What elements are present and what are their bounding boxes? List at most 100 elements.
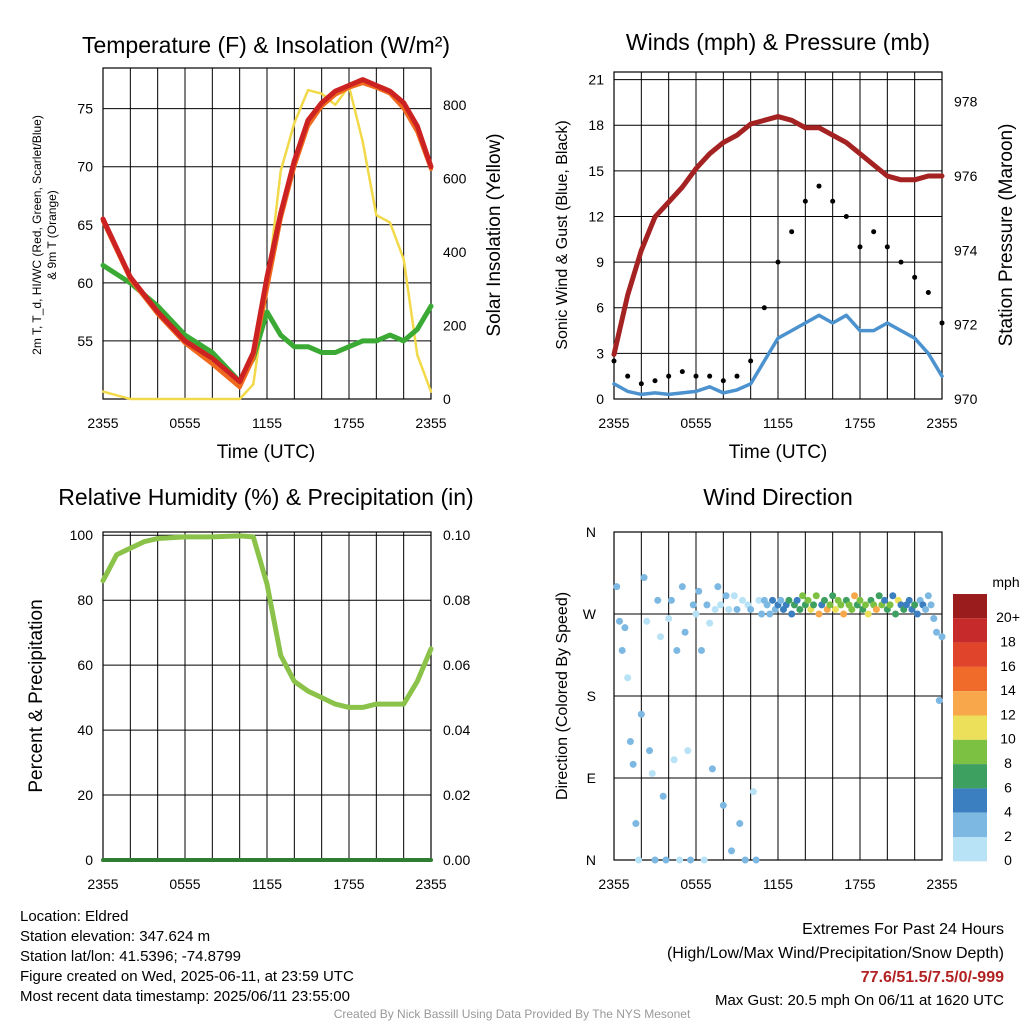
legend-swatch	[953, 715, 987, 740]
wind-ylabel-right: Station Pressure (Maroon)	[996, 124, 1017, 347]
wind-right-ytick-label: 974	[954, 242, 978, 258]
gust-point	[611, 358, 617, 364]
dir-frame	[613, 531, 943, 861]
dir-ytick-label: S	[587, 688, 596, 704]
temp-ytick-label: 60	[77, 275, 93, 291]
legend-label: 16	[1000, 658, 1016, 674]
extremes-gust: Max Gust: 20.5 mph On 06/11 at 1620 UTC	[714, 992, 1004, 1009]
legend-swatch	[953, 691, 987, 716]
rh-panel-title: Relative Humidity (%) & Precipitation (i…	[58, 484, 473, 510]
temp-ylabel-left-2: & 9m T (Orange)	[45, 190, 59, 280]
dir-ytick-label: W	[583, 606, 597, 622]
extremes-subtitle: (High/Low/Max Wind/Precipitation/Snow De…	[666, 945, 1004, 962]
direction-point	[667, 596, 675, 604]
wind-panel-title: Winds (mph) & Pressure (mb)	[626, 29, 930, 55]
rh-ylabel-left: Percent & Precipitation	[26, 599, 47, 792]
direction-point	[905, 596, 913, 604]
temp-right-ytick-label: 400	[443, 244, 467, 260]
rh-ytick-label: 100	[70, 527, 94, 543]
direction-point	[733, 605, 741, 613]
direction-point	[755, 596, 763, 604]
rh-xtick-label: 2355	[415, 876, 446, 892]
direction-point	[665, 615, 673, 623]
gust-point	[884, 244, 890, 250]
wind-xtick-label: 2355	[598, 415, 629, 431]
direction-point	[788, 610, 796, 618]
direction-point	[700, 856, 708, 864]
direction-point	[697, 646, 705, 654]
gust-point	[939, 320, 945, 326]
temp-frame	[102, 67, 432, 400]
rh-xtick-label: 2355	[87, 876, 118, 892]
direction-point	[681, 628, 689, 636]
temp-plot: 55 60 65 70 75 2355 0555 1155 1755 2355 0 200 400 600…	[77, 67, 467, 431]
direction-point	[799, 592, 807, 600]
legend-label: 0	[1004, 852, 1012, 868]
direction-point	[793, 596, 801, 604]
direction-point	[769, 596, 777, 604]
direction-point	[856, 596, 864, 604]
wind-ytick-label: 18	[588, 117, 604, 133]
pressure-line	[611, 114, 945, 357]
direction-point	[848, 605, 856, 613]
dir-legend-title: mph	[992, 574, 1019, 590]
direction-point	[646, 747, 654, 755]
direction-point	[829, 592, 837, 600]
temp-series-line	[100, 262, 434, 385]
temp-ylabel-left-1: 2m T, T_d, HI/WC (Red, Green, Scarlet/Bl…	[30, 115, 44, 355]
direction-point	[796, 605, 804, 613]
direction-point	[615, 617, 623, 625]
rh-ytick-label: 20	[77, 787, 93, 803]
direction-point	[659, 792, 667, 800]
dir-ytick-label: N	[586, 852, 596, 868]
temp-ytick-label: 75	[77, 101, 93, 117]
direction-point	[624, 674, 632, 682]
dir-xtick-label: 2355	[598, 876, 629, 892]
wind-ytick-label: 6	[596, 300, 604, 316]
wind-ytick-label: 21	[588, 72, 604, 88]
legend-label: 14	[1000, 682, 1016, 698]
direction-point	[812, 592, 820, 600]
legend-label: 10	[1000, 731, 1016, 747]
info-location: Location: Eldred	[20, 908, 129, 925]
gust-point	[638, 381, 644, 387]
direction-point	[864, 610, 872, 618]
temp-xlabel: Time (UTC)	[217, 442, 316, 463]
gust-point	[789, 229, 795, 235]
wind-right-ytick-label: 972	[954, 317, 978, 333]
rh-plot: 0 20 40 60 80 100 2355 0555 1155 1755 2355 0.00 0.02…	[70, 527, 471, 892]
direction-point	[728, 847, 736, 855]
rh-ytick-label: 80	[77, 592, 93, 608]
direction-point	[785, 596, 793, 604]
direction-point	[938, 633, 946, 641]
direction-point	[826, 601, 834, 609]
wind-xtick-label: 2355	[926, 415, 957, 431]
wind-ytick-label: 15	[588, 163, 604, 179]
direction-point	[889, 592, 897, 600]
dir-xtick-label: 1755	[844, 876, 875, 892]
gust-point	[625, 373, 631, 379]
temp-ytick-label: 65	[77, 217, 93, 233]
extremes-values: 77.6/51.5/7.5/0/-999	[860, 969, 1004, 986]
rh-right-ytick-label: 0.08	[443, 592, 470, 608]
temp-ytick-label: 55	[77, 333, 93, 349]
direction-point	[741, 856, 749, 864]
gust-point	[925, 290, 931, 296]
direction-point	[687, 856, 695, 864]
direction-point	[662, 856, 670, 864]
info-latlon: Station lat/lon: 41.5396; -74.8799	[20, 948, 242, 965]
wind-ylabel-left: Sonic Wind & Gust (Blue, Black)	[554, 120, 571, 349]
direction-point	[637, 710, 645, 718]
direction-point	[840, 610, 848, 618]
direction-point	[629, 760, 637, 768]
gust-point	[802, 198, 808, 204]
direction-point	[621, 624, 629, 632]
sonic-wind-line	[612, 313, 944, 397]
temp-xtick-label: 0555	[169, 415, 200, 431]
temp-xtick-label: 2355	[415, 415, 446, 431]
gust-point	[693, 373, 699, 379]
legend-label: 12	[1000, 706, 1016, 722]
direction-point	[892, 610, 900, 618]
dir-ytick-label: E	[587, 770, 596, 786]
temp-xtick-label: 1155	[252, 415, 282, 431]
